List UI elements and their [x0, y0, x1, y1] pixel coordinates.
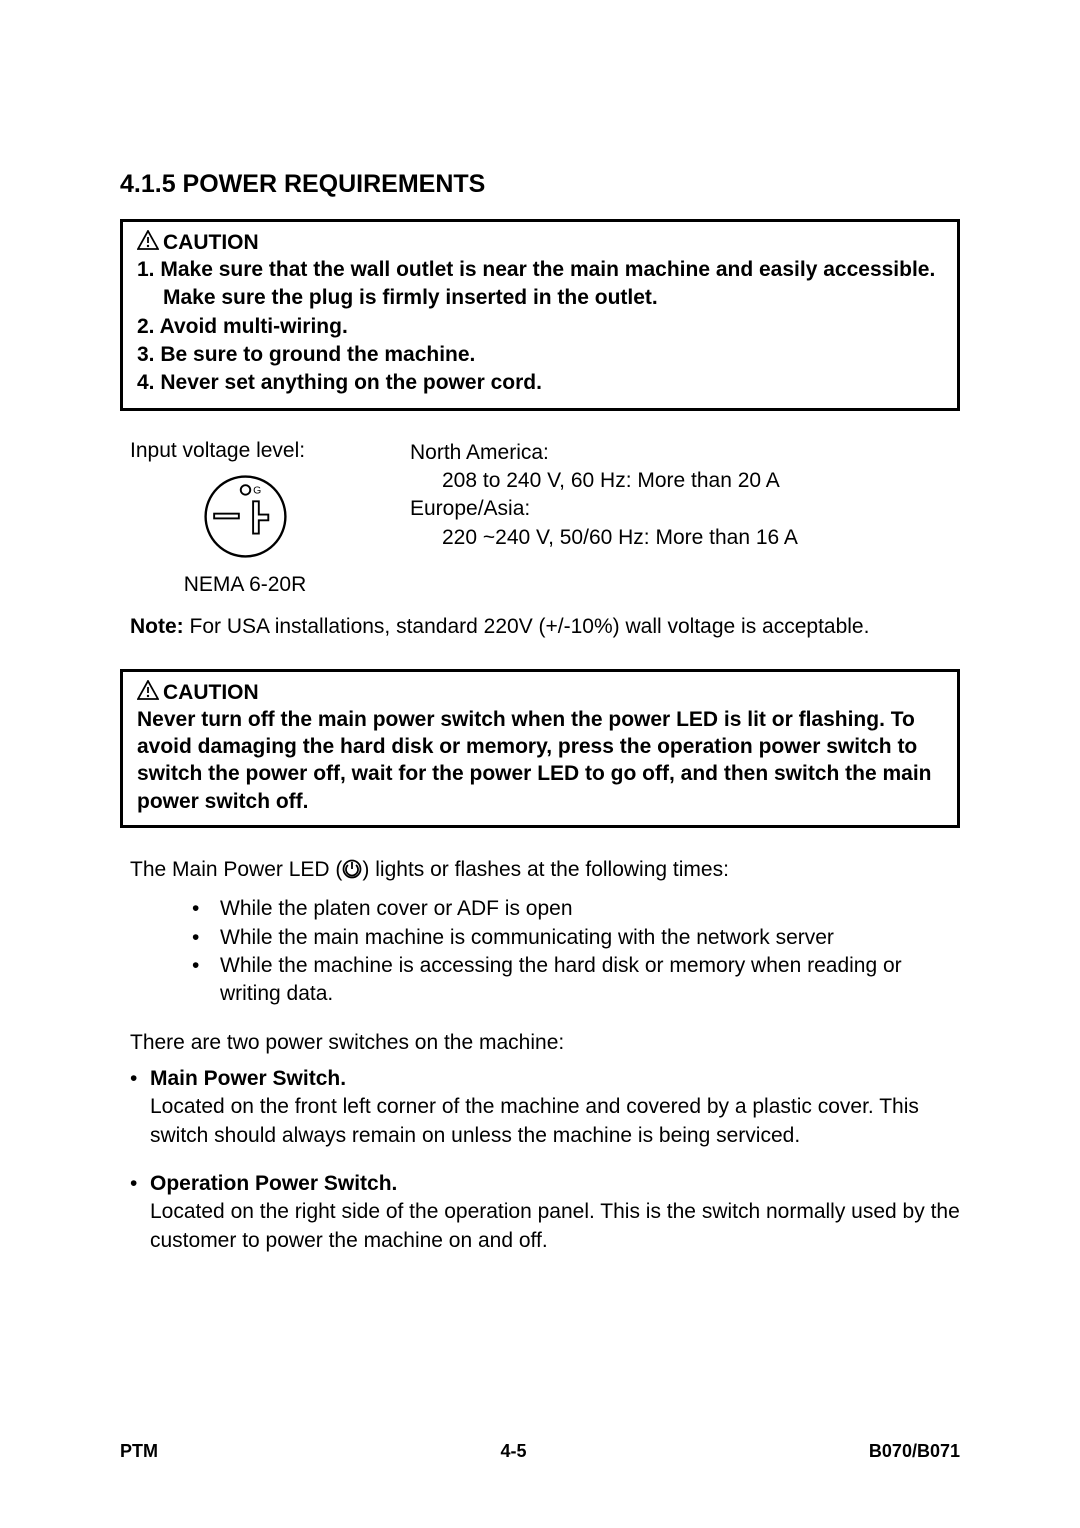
na-value: 208 to 240 V, 60 Hz: More than 20 A — [410, 467, 960, 495]
footer-left: PTM — [120, 1441, 158, 1462]
caution-box-1: CAUTION 1. Make sure that the wall outle… — [120, 219, 960, 411]
usa-note: Note: For USA installations, standard 22… — [130, 615, 960, 639]
switches-intro: There are two power switches on the mach… — [130, 1029, 960, 1057]
caution-item: 4. Never set anything on the power cord. — [137, 369, 943, 397]
caution-list-1: 1. Make sure that the wall outlet is nea… — [137, 256, 943, 398]
voltage-section: Input voltage level: G NEMA 6-20R North … — [130, 439, 960, 597]
footer-right: B070/B071 — [869, 1441, 960, 1462]
caution-item: 2. Avoid multi-wiring. — [137, 313, 943, 341]
caution-label-1: CAUTION — [163, 231, 259, 255]
switch-item: Main Power Switch. Located on the front … — [130, 1065, 960, 1150]
switch-body: Located on the front left corner of the … — [150, 1093, 960, 1150]
power-led-icon — [342, 859, 362, 887]
caution-item: 3. Be sure to ground the machine. — [137, 341, 943, 369]
list-item: While the platen cover or ADF is open — [192, 895, 960, 923]
switch-body: Located on the right side of the operati… — [150, 1198, 960, 1255]
led-intro-post: ) lights or flashes at the following tim… — [362, 858, 729, 881]
caution-header-2: CAUTION — [137, 680, 943, 706]
voltage-left: Input voltage level: G NEMA 6-20R — [130, 439, 390, 597]
footer-center: 4-5 — [500, 1441, 526, 1462]
outlet-figure: G NEMA 6-20R — [170, 469, 320, 597]
switch-list: Main Power Switch. Located on the front … — [130, 1065, 960, 1255]
eu-value: 220 ~240 V, 50/60 Hz: More than 16 A — [410, 524, 960, 552]
caution-label-2: CAUTION — [163, 681, 259, 705]
input-voltage-label: Input voltage level: — [130, 439, 390, 463]
caution-item: 1. Make sure that the wall outlet is nea… — [137, 256, 943, 313]
outlet-caption: NEMA 6-20R — [170, 573, 320, 597]
led-bullet-list: While the platen cover or ADF is open Wh… — [192, 895, 960, 1008]
switch-title: Operation Power Switch. — [150, 1172, 397, 1195]
list-item: While the main machine is communicating … — [192, 924, 960, 952]
svg-text:G: G — [253, 485, 261, 496]
caution-header-1: CAUTION — [137, 230, 943, 256]
na-label: North America: — [410, 439, 960, 467]
caution-box-2: CAUTION Never turn off the main power sw… — [120, 669, 960, 828]
section-heading: 4.1.5 POWER REQUIREMENTS — [120, 170, 960, 199]
caution-text-2: Never turn off the main power switch whe… — [137, 706, 943, 815]
led-intro-pre: The Main Power LED ( — [130, 858, 342, 881]
switch-title-text: Main Power Switch — [150, 1067, 340, 1090]
list-item: While the machine is accessing the hard … — [192, 952, 960, 1009]
note-text: For USA installations, standard 220V (+/… — [184, 615, 870, 638]
warning-icon — [137, 230, 159, 256]
voltage-right: North America: 208 to 240 V, 60 Hz: More… — [410, 439, 960, 597]
warning-icon — [137, 680, 159, 706]
switch-item: Operation Power Switch. Located on the r… — [130, 1170, 960, 1255]
switch-title: Main Power Switch. — [150, 1067, 346, 1090]
document-page: 4.1.5 POWER REQUIREMENTS CAUTION 1. Make… — [0, 0, 1080, 1528]
note-prefix: Note: — [130, 615, 184, 638]
led-intro: The Main Power LED ( ) lights or flashes … — [130, 856, 960, 887]
switch-title-text: Operation Power Switch — [150, 1172, 392, 1195]
page-footer: PTM 4-5 B070/B071 — [120, 1441, 960, 1462]
eu-label: Europe/Asia: — [410, 495, 960, 523]
nema-outlet-icon: G — [198, 469, 293, 564]
